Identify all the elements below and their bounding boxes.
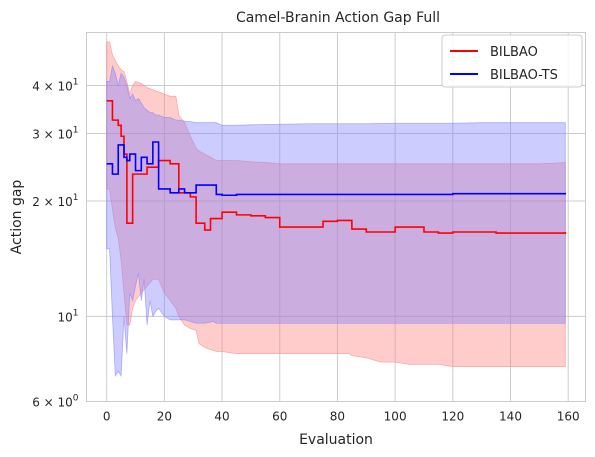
legend-label-bilbao-ts: BILBAO-TS: [490, 68, 558, 83]
chart-title: Camel-Branin Action Gap Full: [236, 10, 440, 26]
grid-lines: [86, 32, 586, 402]
x-tick-label: 40: [214, 410, 229, 424]
legend-label-bilbao: BILBAO: [490, 45, 538, 60]
y-tick-label: 4 × 101: [32, 78, 78, 94]
x-tick-label: 60: [272, 410, 287, 424]
x-tick-label: 0: [103, 410, 111, 424]
series-line-bilbao-ts: [106, 141, 567, 197]
x-tick-label: 140: [499, 410, 522, 424]
x-tick-label: 80: [330, 410, 345, 424]
y-tick-label: 3 × 101: [32, 125, 78, 141]
y-axis-ticks: 6 × 100 101 2 × 101 3 × 101 4 × 101: [32, 78, 79, 410]
x-tick-label: 100: [384, 410, 407, 424]
y-tick-label: 6 × 100: [32, 394, 79, 410]
legend: BILBAO BILBAO-TS: [441, 34, 583, 88]
confidence-band-bilbao: [106, 41, 566, 367]
x-axis-label: Evaluation: [299, 432, 373, 448]
x-axis-ticks: 0 20 40 60 80 100 120 140 160: [103, 410, 580, 424]
x-tick-label: 120: [441, 410, 464, 424]
y-tick-label: 2 × 101: [32, 193, 78, 209]
y-tick-label: 101: [58, 308, 79, 324]
x-tick-label: 160: [557, 410, 580, 424]
plot-area: [86, 32, 586, 402]
series-lines: [106, 99, 567, 234]
y-axis-label: Action gap: [9, 180, 25, 255]
x-tick-label: 20: [157, 410, 172, 424]
series-line-bilbao: [106, 99, 567, 234]
